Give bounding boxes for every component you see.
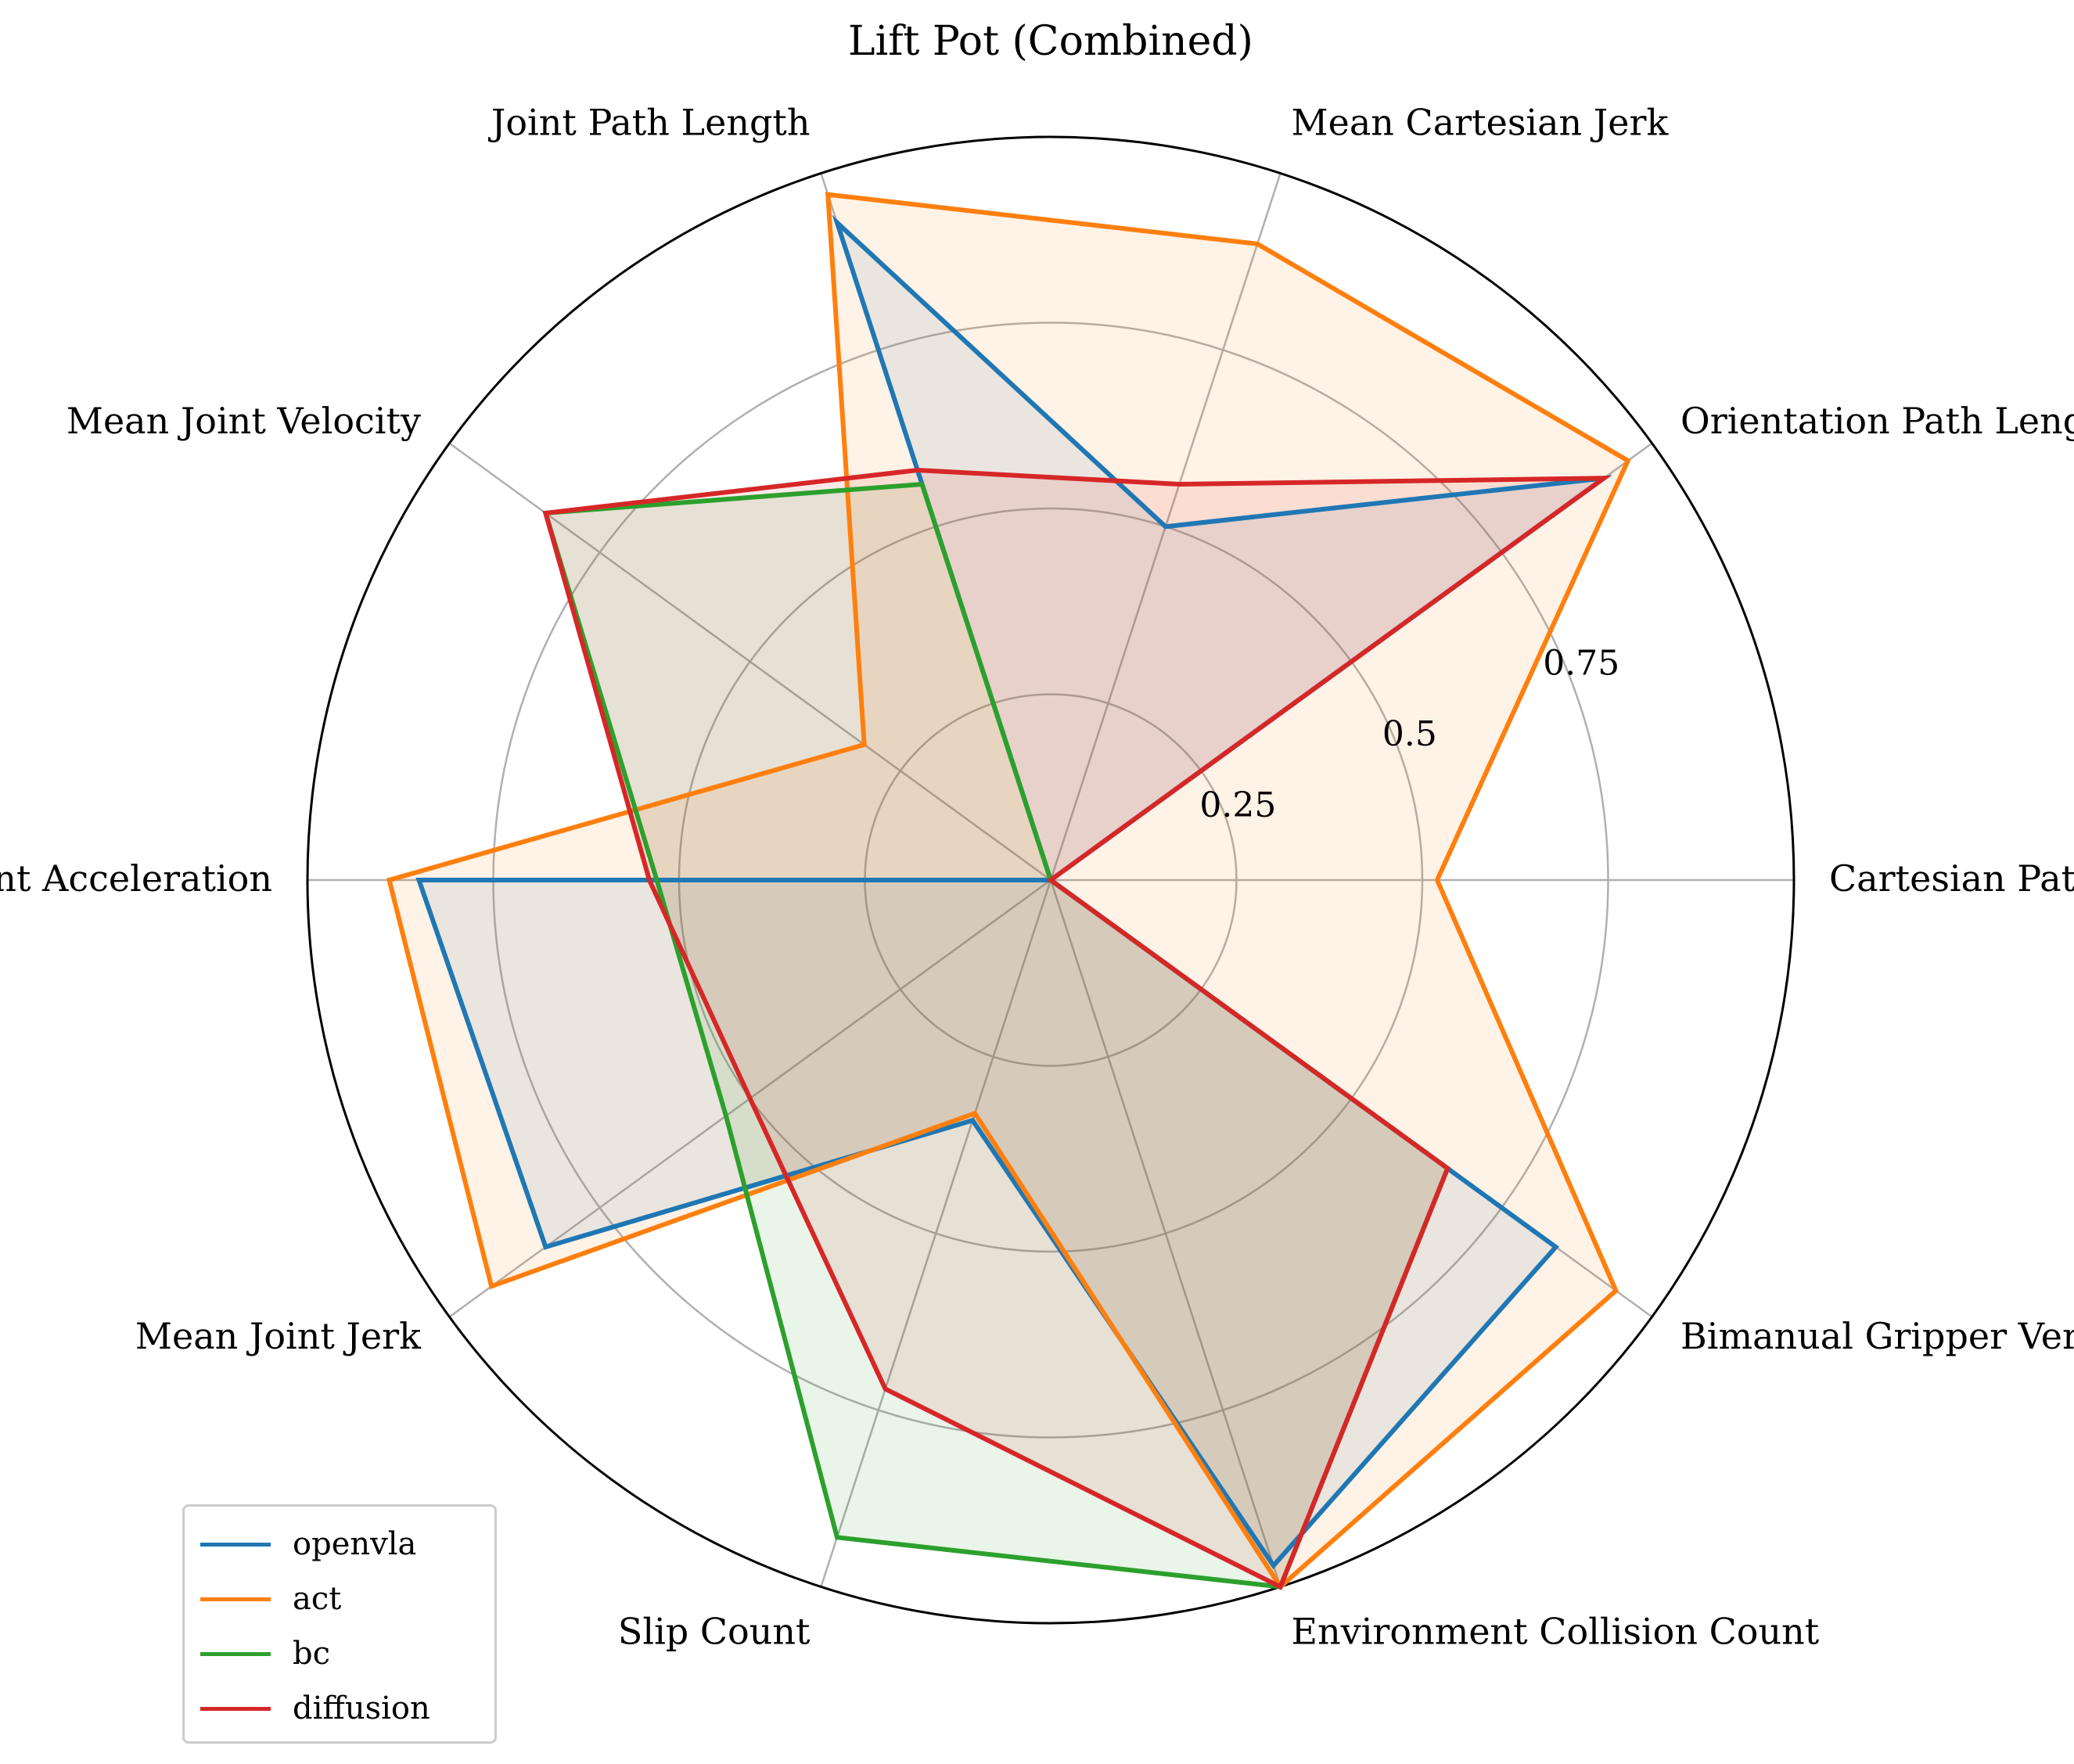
legend-label: openvla: [293, 1526, 417, 1562]
legend-label: act: [293, 1581, 342, 1617]
series-fill-diffusion: [545, 470, 1605, 1587]
axis-labels: 0.25 0.5 0.75 Cartesian Path Length Orientat…: [0, 102, 2074, 1653]
legend-label: bc: [293, 1636, 331, 1672]
axis-label: Mean Joint Acceleration: [0, 857, 272, 900]
legend-swatch: [200, 1542, 271, 1547]
legend-swatch: [200, 1597, 271, 1601]
axis-spoke: [1049, 879, 1281, 1587]
axis-label: Slip Count: [618, 1610, 811, 1652]
legend-swatch: [200, 1706, 271, 1711]
legend-label: diffusion: [293, 1690, 430, 1726]
legend-item-openvla: openvla: [200, 1521, 416, 1568]
axis-label: Cartesian Path Length: [1829, 857, 2074, 900]
series-fill-act: [389, 194, 1628, 1587]
axis-label: Mean Joint Velocity: [66, 400, 421, 442]
axis-spoke: [448, 442, 1051, 882]
axis-label: Mean Cartesian Jerk: [1292, 102, 1670, 144]
radial-tick-label: 0.5: [1382, 714, 1437, 754]
legend-swatch: [200, 1651, 271, 1656]
outer-frame: [306, 135, 1795, 1625]
radial-tick-label: 0.75: [1543, 643, 1619, 683]
axis-label: Environment Collision Count: [1292, 1610, 1820, 1652]
radial-tick-label: 0.25: [1199, 785, 1276, 825]
series-line-openvla: [415, 214, 1613, 1570]
axis-label: Joint Path Length: [488, 102, 811, 144]
legend: openvla act bc diffusion: [182, 1504, 497, 1744]
axis-label: Orientation Path Length: [1680, 400, 2074, 442]
series-fill-bc: [545, 484, 1448, 1587]
legend-item-act: act: [200, 1575, 341, 1622]
chart-title: Lift Pot (Combined): [848, 18, 1253, 65]
series-fill-openvla: [419, 222, 1605, 1566]
series-line-act: [386, 192, 1631, 1591]
legend-item-diffusion: diffusion: [200, 1685, 430, 1732]
axis-spoke: [820, 879, 1052, 1587]
radar-series: [386, 192, 1631, 1591]
axis-label: Bimanual Gripper Vertical Difference: [1680, 1315, 2074, 1357]
axis-label: Mean Joint Jerk: [135, 1315, 422, 1357]
legend-item-bc: bc: [200, 1630, 330, 1677]
series-line-diffusion: [542, 467, 1612, 1590]
